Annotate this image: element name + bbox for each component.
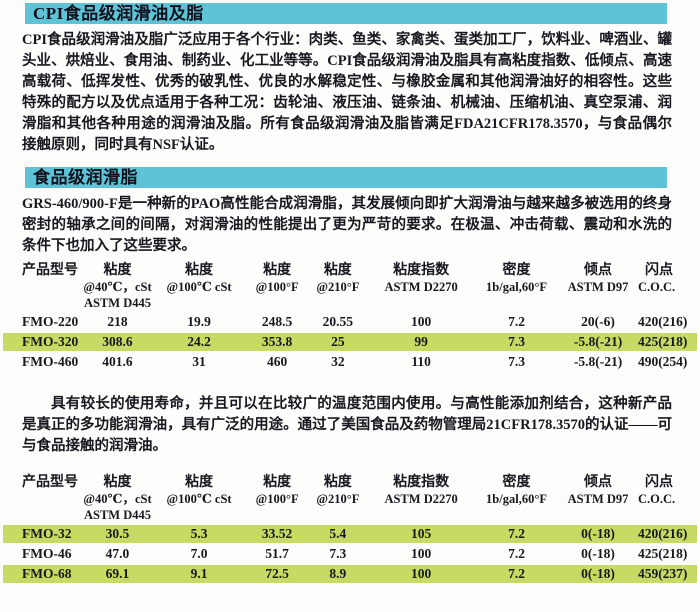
col-header-product-model: 产品型号	[22, 263, 78, 278]
cell: 7.2	[508, 314, 525, 329]
cell: 248.5	[261, 314, 293, 329]
cell: 5.4	[308, 525, 368, 543]
col-header-viscosity-index: 粘度指数 ASTM D2270	[384, 263, 458, 294]
cell: 490(254)	[637, 354, 688, 369]
cell: FMO-32	[3, 525, 83, 543]
col-header-viscosity-40c: 粘度 @40℃，cSt ASTM D445	[83, 475, 152, 522]
cell: 110	[411, 354, 431, 369]
cell: 7.0	[190, 546, 208, 561]
col-header-viscosity-210f: 粘度 @210°F	[316, 475, 360, 506]
col-header-product-model: 产品型号	[22, 475, 78, 490]
cell: 100	[410, 314, 432, 329]
cell: 99	[367, 333, 475, 351]
cell: 19.9	[187, 314, 211, 329]
col-header-viscosity-100c: 粘度 @100℃ cSt	[166, 263, 232, 294]
table-row-fmo32-highlighted: FMO-32 30.5 5.3 33.52 5.4 105 7.2 0(-18)…	[3, 525, 697, 543]
col-header-density: 密度 1b/gal,60°F	[486, 263, 547, 294]
cell: 72.5	[245, 565, 309, 583]
cell: FMO-320	[3, 333, 83, 351]
col-header-viscosity-100f: 粘度 @100°F	[255, 263, 299, 294]
cell: 460	[266, 354, 288, 369]
oil-spec-table-2: 产品型号 粘度 @40℃，cSt ASTM D445 粘度 @100℃ cSt 粘度 @…	[3, 473, 697, 585]
table2-header-row: 产品型号 粘度 @40℃，cSt ASTM D445 粘度 @100℃ cSt 粘度 @…	[3, 475, 697, 523]
table-row-fmo220: FMO-220 218 19.9 248.5 20.55 100 7.2 20(…	[3, 313, 697, 331]
cell: 7.3	[508, 354, 525, 369]
cell: 7.2	[474, 565, 559, 583]
cell: 69.1	[82, 565, 153, 583]
cell: 7.2	[474, 525, 559, 543]
section-title-oils: CPI食品级润滑油及脂	[33, 4, 204, 23]
section-header-grease: 食品级润滑脂	[25, 167, 667, 188]
cell: 47.0	[105, 546, 130, 561]
grease-description-paragraph: 具有较长的使用寿命，并且可以在比较广的温度范围内使用。与高性能添加剂结合，这种新…	[22, 396, 672, 454]
cell: 30.5	[82, 525, 153, 543]
cell: 459(237)	[637, 565, 697, 583]
cell: 25	[308, 333, 368, 351]
cell: 20(-6)	[581, 314, 615, 329]
oils-intro-paragraph: CPI食品级润滑油及脂广泛应用于各个行业：肉类、鱼类、家禽类、蛋类加工厂，饮料业…	[22, 32, 672, 153]
section-header-oils: CPI食品级润滑油及脂	[25, 3, 667, 24]
col-header-viscosity-100f: 粘度 @100°F	[255, 475, 299, 506]
cell: 105	[367, 525, 475, 543]
cell: 24.2	[152, 333, 246, 351]
col-header-pour-point: 倾点 ASTM D97	[567, 263, 629, 294]
cell: 31	[192, 354, 206, 369]
col-header-viscosity-40c: 粘度 @40℃，cSt ASTM D445	[83, 263, 152, 310]
cell: 7.2	[508, 546, 525, 561]
cell: 7.3	[474, 333, 559, 351]
cell: 308.6	[82, 333, 153, 351]
cell: 425(218)	[637, 333, 697, 351]
cell: 0(-18)	[558, 565, 638, 583]
cell: 32	[331, 354, 345, 369]
cell: 420(216)	[637, 525, 697, 543]
cell: 9.1	[152, 565, 246, 583]
cell: 401.6	[102, 354, 133, 369]
table-row-fmo320-highlighted: FMO-320 308.6 24.2 353.8 25 99 7.3 -5.8(…	[3, 333, 697, 351]
cell: 100	[367, 565, 475, 583]
cell: 20.55	[322, 314, 353, 329]
table1-header-row: 产品型号 粘度 @40℃，cSt ASTM D445 粘度 @100℃ cSt 粘度 @…	[3, 263, 697, 311]
cell: 33.52	[245, 525, 309, 543]
cell: FMO-68	[3, 565, 83, 583]
cell: FMO-46	[22, 546, 72, 561]
cell: 7.3	[329, 546, 347, 561]
cell: 5.3	[152, 525, 246, 543]
cell: FMO-220	[22, 314, 79, 329]
cell: -5.8(-21)	[573, 354, 623, 369]
col-header-viscosity-index: 粘度指数 ASTM D2270	[384, 475, 458, 506]
col-header-pour-point: 倾点 ASTM D97	[567, 475, 629, 506]
cell: 100	[410, 546, 432, 561]
cell: 0(-18)	[581, 546, 615, 561]
col-header-density: 密度 1b/gal,60°F	[486, 475, 547, 506]
grease-intro-paragraph: GRS-460/900-F是一种新的PAO高性能合成润滑脂，其发展倾向即扩大润滑…	[22, 196, 672, 254]
cell: 0(-18)	[558, 525, 638, 543]
cell: 353.8	[245, 333, 309, 351]
table-row-fmo460: FMO-460 401.6 31 460 32 110 7.3 -5.8(-21…	[3, 353, 697, 371]
page: CPI食品级润滑油及脂 CPI食品级润滑油及脂广泛应用于各个行业：肉类、鱼类、家…	[0, 3, 700, 585]
col-header-flash-point: 闪点 C.O.C.	[637, 475, 676, 506]
cell: FMO-460	[22, 354, 79, 369]
section-title-grease: 食品级润滑脂	[33, 168, 138, 187]
cell: 8.9	[308, 565, 368, 583]
cell: 420(216)	[637, 314, 688, 329]
table-row-fmo46: FMO-46 47.0 7.0 51.7 7.3 100 7.2 0(-18) …	[3, 545, 697, 563]
cell: -5.8(-21)	[558, 333, 638, 351]
cell: 425(218)	[637, 546, 688, 561]
col-header-flash-point: 闪点 C.O.C.	[637, 263, 676, 294]
col-header-viscosity-210f: 粘度 @210°F	[316, 263, 360, 294]
cell: 51.7	[265, 546, 289, 561]
col-header-viscosity-100c: 粘度 @100℃ cSt	[166, 475, 232, 506]
oil-spec-table-1: 产品型号 粘度 @40℃，cSt ASTM D445 粘度 @100℃ cSt 粘度 @…	[3, 261, 697, 373]
cell: 218	[107, 314, 128, 329]
table-row-fmo68-highlighted: FMO-68 69.1 9.1 72.5 8.9 100 7.2 0(-18) …	[3, 565, 697, 583]
